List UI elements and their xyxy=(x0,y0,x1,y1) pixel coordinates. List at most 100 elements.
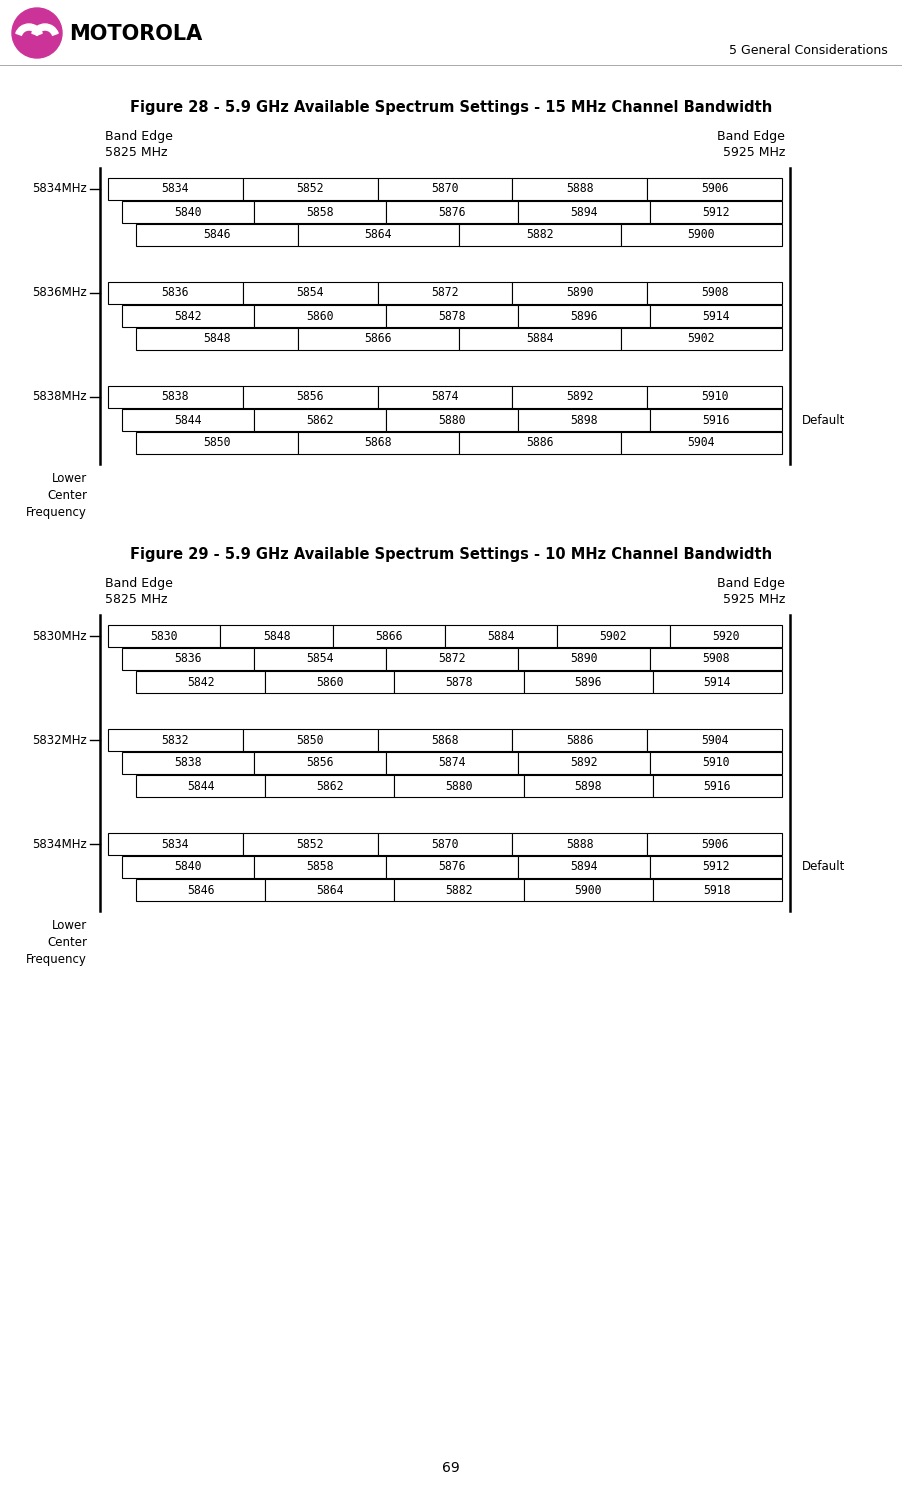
Bar xyxy=(298,224,459,247)
Bar xyxy=(386,202,518,223)
Bar xyxy=(243,385,378,408)
Bar xyxy=(136,878,265,901)
Bar xyxy=(136,432,298,454)
Text: 5832MHz: 5832MHz xyxy=(32,734,87,747)
Text: 5834MHz: 5834MHz xyxy=(32,182,87,196)
Wedge shape xyxy=(32,24,58,36)
Text: 5834: 5834 xyxy=(161,838,189,850)
Text: 5862: 5862 xyxy=(307,414,334,426)
Bar xyxy=(122,409,254,430)
Bar xyxy=(512,834,648,855)
Text: Default: Default xyxy=(802,414,845,426)
Bar xyxy=(648,282,782,303)
Text: 5916: 5916 xyxy=(703,414,730,426)
Text: 5892: 5892 xyxy=(566,390,594,403)
Text: 5890: 5890 xyxy=(566,287,594,299)
Text: Band Edge: Band Edge xyxy=(717,577,785,590)
Bar xyxy=(650,202,782,223)
Bar xyxy=(265,775,394,796)
Text: 5852: 5852 xyxy=(297,838,324,850)
Text: 5880: 5880 xyxy=(446,780,473,792)
Text: 5848: 5848 xyxy=(203,333,231,345)
Bar xyxy=(108,729,243,751)
Bar xyxy=(220,624,333,647)
Bar xyxy=(653,775,782,796)
Text: 5898: 5898 xyxy=(575,780,602,792)
Bar xyxy=(136,671,265,693)
Text: 5884: 5884 xyxy=(487,629,515,642)
Text: 5880: 5880 xyxy=(438,414,465,426)
Bar xyxy=(122,305,254,327)
Bar xyxy=(254,202,386,223)
Bar xyxy=(122,648,254,669)
Text: 5888: 5888 xyxy=(566,838,594,850)
Bar xyxy=(523,671,653,693)
Text: 5886: 5886 xyxy=(566,734,594,747)
Text: 5916: 5916 xyxy=(704,780,732,792)
Text: 5878: 5878 xyxy=(438,309,465,323)
Bar xyxy=(394,878,523,901)
Bar xyxy=(648,385,782,408)
Text: Lower
Center
Frequency: Lower Center Frequency xyxy=(26,919,87,967)
Bar xyxy=(518,409,650,430)
Text: 5840: 5840 xyxy=(174,206,202,218)
Text: 5848: 5848 xyxy=(262,629,290,642)
Bar xyxy=(650,856,782,878)
Text: 5840: 5840 xyxy=(174,861,202,874)
Bar xyxy=(669,624,782,647)
Text: 5908: 5908 xyxy=(703,653,730,665)
Text: 5854: 5854 xyxy=(307,653,334,665)
Bar xyxy=(122,202,254,223)
Polygon shape xyxy=(32,39,42,46)
Text: 5898: 5898 xyxy=(570,414,598,426)
Text: 5912: 5912 xyxy=(703,861,730,874)
Text: 5858: 5858 xyxy=(307,206,334,218)
Bar xyxy=(386,305,518,327)
Text: 5920: 5920 xyxy=(712,629,740,642)
Bar xyxy=(518,202,650,223)
Bar xyxy=(523,878,653,901)
Bar xyxy=(653,671,782,693)
Text: 5894: 5894 xyxy=(570,206,598,218)
Text: 5834MHz: 5834MHz xyxy=(32,838,87,850)
Text: Band Edge: Band Edge xyxy=(717,130,785,143)
Text: 5866: 5866 xyxy=(364,333,392,345)
Bar xyxy=(136,775,265,796)
Text: 5906: 5906 xyxy=(701,182,728,196)
Text: Default: Default xyxy=(802,861,845,874)
Text: 5914: 5914 xyxy=(703,309,730,323)
Text: 5856: 5856 xyxy=(297,390,324,403)
Text: 5864: 5864 xyxy=(316,883,344,896)
Bar xyxy=(621,329,782,350)
Text: 5 General Considerations: 5 General Considerations xyxy=(729,43,888,57)
Bar xyxy=(394,671,523,693)
Bar xyxy=(445,624,557,647)
Text: 5882: 5882 xyxy=(446,883,473,896)
Bar xyxy=(108,385,243,408)
Bar xyxy=(378,834,512,855)
Text: 5842: 5842 xyxy=(174,309,202,323)
Text: 5896: 5896 xyxy=(575,675,602,689)
Text: 5904: 5904 xyxy=(687,436,715,450)
Text: 5868: 5868 xyxy=(431,734,459,747)
Text: 5900: 5900 xyxy=(687,229,715,242)
Text: Band Edge: Band Edge xyxy=(105,130,173,143)
Text: 5896: 5896 xyxy=(570,309,598,323)
Bar xyxy=(136,329,298,350)
Text: 5866: 5866 xyxy=(375,629,402,642)
Bar xyxy=(648,729,782,751)
Text: 5846: 5846 xyxy=(187,883,215,896)
Text: 5925 MHz: 5925 MHz xyxy=(723,593,785,607)
Text: 5894: 5894 xyxy=(570,861,598,874)
Bar xyxy=(648,178,782,200)
Bar xyxy=(459,432,621,454)
Text: 5838: 5838 xyxy=(161,390,189,403)
Text: 5925 MHz: 5925 MHz xyxy=(723,146,785,158)
Bar xyxy=(650,648,782,669)
Bar xyxy=(518,751,650,774)
Text: 5878: 5878 xyxy=(446,675,473,689)
Bar xyxy=(621,432,782,454)
Bar xyxy=(459,329,621,350)
Text: 5904: 5904 xyxy=(701,734,728,747)
Text: 5918: 5918 xyxy=(704,883,732,896)
